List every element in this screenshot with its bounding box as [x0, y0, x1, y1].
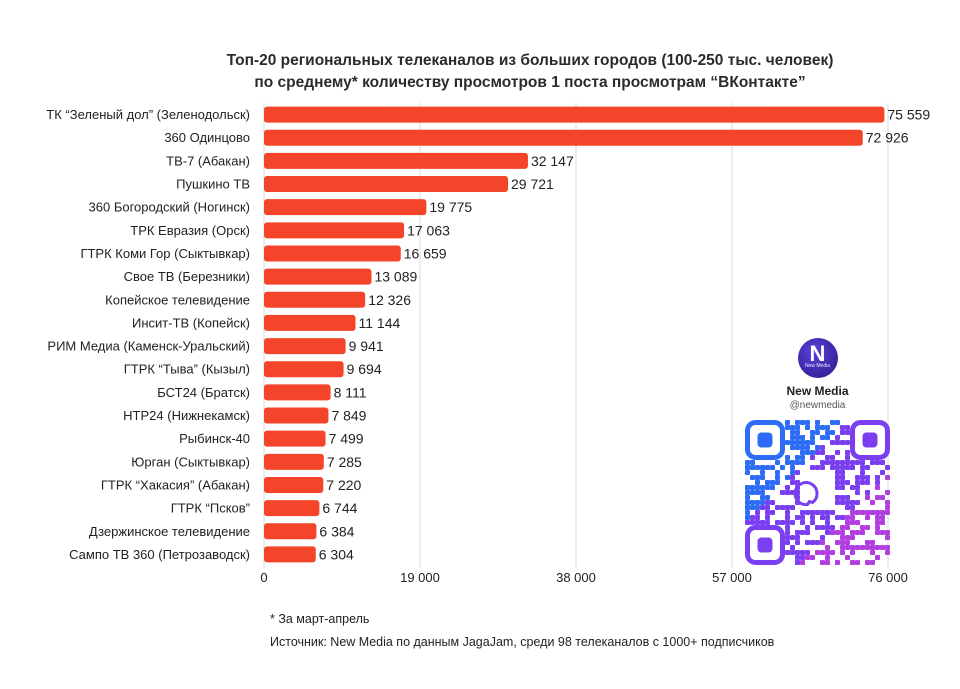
category-label: Инсит-ТВ (Копейск)	[132, 315, 250, 330]
x-tick-label: 57 000	[712, 570, 752, 585]
category-label: Дзержинское телевидение	[89, 524, 250, 539]
value-label: 8 111	[334, 384, 367, 400]
brand-name: New Media	[786, 384, 849, 398]
category-label: 360 Одинцово	[164, 130, 250, 145]
category-label: Рыбинск-40	[179, 431, 250, 446]
footnote: * За март-апрель	[270, 612, 370, 626]
x-tick-label: 0	[260, 570, 267, 585]
bar	[264, 384, 331, 401]
value-label: 9 694	[347, 361, 382, 377]
value-label: 17 063	[407, 222, 450, 238]
bar	[264, 176, 509, 193]
value-label: 7 220	[326, 477, 361, 493]
value-label: 7 849	[331, 408, 366, 424]
category-label: Копейское телевидение	[105, 292, 250, 307]
value-label: 9 941	[349, 338, 384, 354]
category-label: ТРК Евразия (Орск)	[130, 223, 250, 238]
category-label: Сампо ТВ 360 (Петрозаводск)	[69, 547, 250, 562]
category-label: РИМ Медиа (Каменск-Уральский)	[47, 339, 250, 354]
bar	[264, 199, 427, 216]
logo-subtext: New Media	[804, 363, 830, 369]
value-label: 7 285	[327, 454, 362, 470]
x-tick-label: 76 000	[868, 570, 908, 585]
category-label: НТР24 (Нижнекамск)	[123, 408, 250, 423]
bar	[264, 430, 326, 447]
x-tick-label: 19 000	[400, 570, 440, 585]
value-label: 13 089	[374, 269, 417, 285]
bar	[264, 106, 885, 123]
brand-handle: @newmedia	[789, 400, 846, 411]
chart-title: Топ-20 региональных телеканалов из больш…	[150, 50, 910, 94]
value-label: 11 144	[358, 315, 400, 331]
bar	[264, 476, 324, 493]
value-label: 75 559	[887, 107, 930, 123]
category-label: 360 Богородский (Ногинск)	[89, 200, 250, 215]
category-label: Пушкино ТВ	[176, 177, 250, 192]
value-label: 6 304	[319, 546, 354, 562]
category-label: ГТРК “Тыва” (Кызыл)	[124, 362, 250, 377]
value-label: 7 499	[329, 431, 364, 447]
value-label: 72 926	[866, 130, 909, 146]
logo-letter: N	[809, 341, 826, 366]
value-label: 19 775	[429, 199, 472, 215]
bar	[264, 222, 405, 239]
value-label: 12 326	[368, 292, 411, 308]
bar	[264, 523, 317, 540]
category-label: ТВ-7 (Абакан)	[166, 153, 250, 168]
category-label: ГТРК “Псков”	[171, 501, 250, 516]
chart-title-line2: по среднему* количеству просмотров 1 пос…	[254, 74, 806, 91]
category-label: ГТРК “Хакасия” (Абакан)	[101, 477, 250, 492]
value-label: 6 744	[322, 500, 357, 516]
bar	[264, 245, 401, 262]
category-label: ГТРК Коми Гор (Сыктывкар)	[80, 246, 250, 261]
bar	[264, 546, 316, 563]
brand-block: N New Media New Media @newmedia	[745, 338, 890, 411]
bar	[264, 361, 344, 378]
value-label: 29 721	[511, 176, 554, 192]
bar	[264, 268, 372, 285]
category-label: ТК “Зеленый дол” (Зеленодольск)	[46, 107, 250, 122]
category-label: Юрган (Сыктывкар)	[131, 454, 250, 469]
source-note: Источник: New Media по данным JagaJam, с…	[270, 635, 775, 649]
bar	[264, 152, 528, 169]
bar	[264, 500, 320, 517]
category-label: БСТ24 (Братск)	[157, 385, 250, 400]
value-label: 16 659	[404, 245, 447, 261]
bar	[264, 338, 346, 355]
qr-code-icon[interactable]	[745, 420, 890, 565]
bar	[264, 291, 366, 308]
category-label: Свое ТВ (Березники)	[124, 269, 250, 284]
bar	[264, 407, 329, 424]
bar	[264, 314, 356, 331]
chart-title-line1: Топ-20 региональных телеканалов из больш…	[226, 52, 834, 69]
x-tick-label: 38 000	[556, 570, 596, 585]
value-label: 32 147	[531, 153, 574, 169]
bar-chart: 0 19 000 38 000 57 000 76 000 ТК “Зеленый дол…	[46, 103, 930, 585]
bar	[264, 453, 324, 470]
bar	[264, 129, 863, 146]
value-label: 6 384	[319, 523, 354, 539]
new-media-logo-icon: N New Media	[797, 338, 838, 378]
